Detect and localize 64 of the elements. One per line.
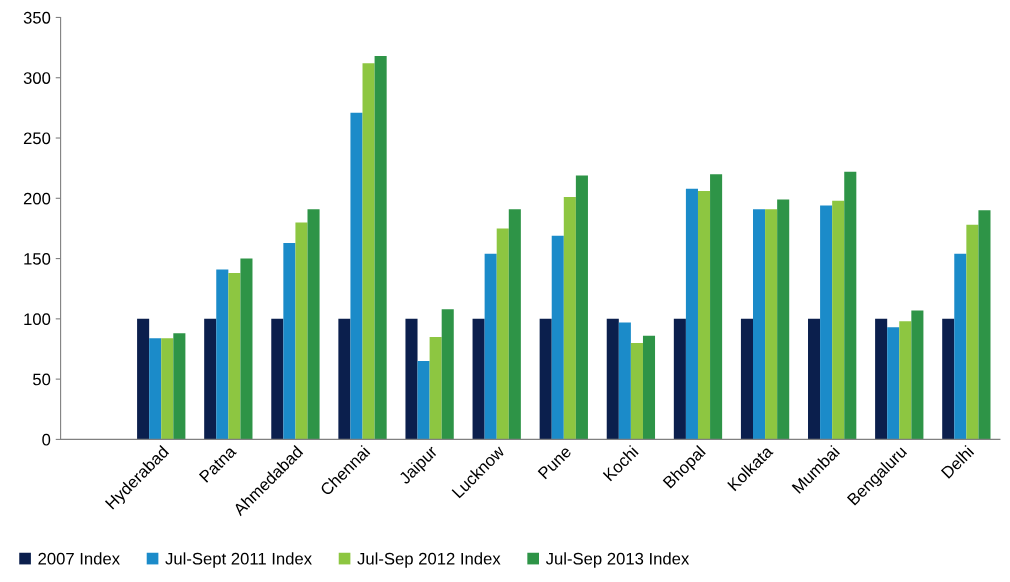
bar [429, 336, 442, 440]
bar [765, 209, 778, 440]
bar [405, 318, 418, 440]
bar [777, 199, 790, 440]
y-tick-label: 150 [24, 252, 51, 265]
bar [374, 56, 387, 440]
bar [417, 361, 430, 440]
bar [216, 269, 229, 440]
bar [496, 228, 509, 440]
legend-label: Jul-Sep 2012 Index [357, 552, 501, 568]
bar [942, 318, 955, 440]
bar [710, 174, 723, 440]
bar [978, 210, 991, 440]
bar [563, 197, 576, 440]
bar [753, 209, 766, 440]
bar [484, 253, 497, 440]
bar [606, 318, 619, 440]
y-tick-label: 300 [23, 72, 51, 84]
bar [875, 318, 888, 440]
legend-label: 2007 Index [38, 552, 120, 565]
bar [295, 222, 308, 440]
bar [472, 318, 485, 440]
bar [630, 342, 643, 440]
bar [240, 258, 253, 440]
bar [508, 209, 521, 440]
y-tick-label: 250 [23, 132, 51, 145]
legend-label: Jul-Sept 2011 Index [165, 552, 312, 568]
bar [697, 191, 711, 440]
bar [350, 112, 363, 440]
bar [362, 63, 375, 440]
bar [441, 309, 454, 440]
bar [271, 318, 284, 440]
y-tick-label: 50 [33, 373, 51, 386]
bar [844, 171, 857, 440]
bar [966, 224, 979, 440]
bar [173, 333, 186, 440]
bar [887, 327, 900, 440]
bar [832, 200, 845, 440]
bar [685, 188, 698, 440]
bar [338, 318, 351, 440]
bar [137, 318, 150, 440]
y-tick-label: 0 [42, 433, 51, 446]
bar [820, 205, 833, 440]
bar [575, 175, 588, 440]
bar [642, 335, 656, 440]
bar [899, 321, 912, 440]
bar [149, 338, 162, 440]
bar [618, 322, 631, 440]
bar [740, 318, 753, 440]
bar [673, 318, 686, 440]
bar [539, 318, 552, 440]
bar [954, 253, 967, 440]
y-tick-label: 350 [23, 11, 51, 24]
bar [283, 242, 296, 440]
bar [228, 273, 241, 440]
bar [911, 310, 924, 440]
bar [204, 318, 217, 440]
y-tick-label: 100 [24, 313, 51, 326]
bar [161, 338, 174, 440]
bar [551, 235, 564, 440]
bar [307, 209, 320, 440]
bar [808, 318, 821, 440]
y-tick-label: 200 [23, 192, 51, 205]
legend-label: Jul-Sep 2013 Index [545, 552, 690, 568]
